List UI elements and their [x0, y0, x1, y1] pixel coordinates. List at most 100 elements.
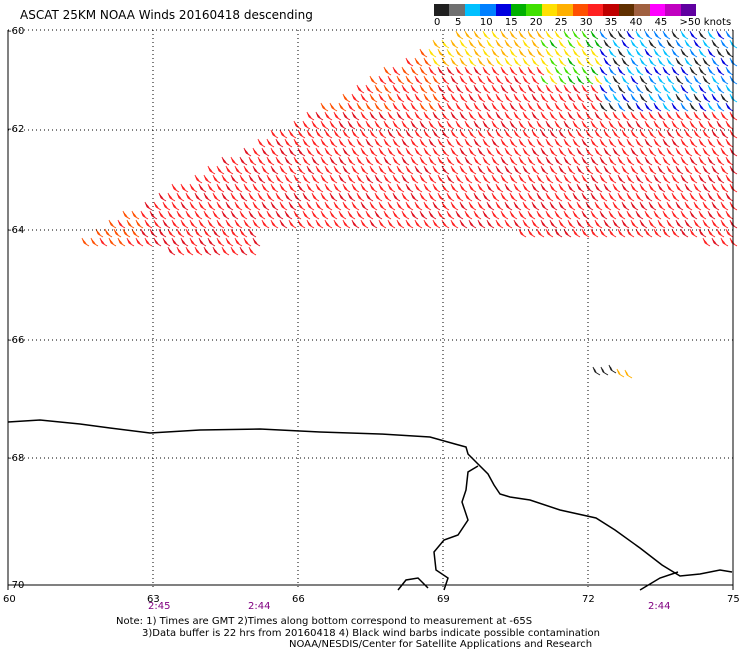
- wind-barb: [617, 138, 626, 148]
- wind-barb: [684, 129, 693, 139]
- wind-barb: [266, 192, 275, 202]
- wind-barb: [522, 147, 531, 157]
- wind-barb: [581, 228, 590, 238]
- wind-barb: [401, 192, 410, 202]
- wind-barb: [239, 174, 248, 184]
- wind-barb: [432, 57, 441, 67]
- wind-barb: [639, 147, 648, 157]
- wind-barb: [477, 147, 486, 157]
- wind-barb: [180, 219, 189, 229]
- wind-barb: [603, 201, 612, 211]
- wind-barb: [158, 210, 167, 220]
- wind-barb: [194, 228, 203, 238]
- wind-barb: [513, 219, 522, 229]
- wind-barb: [567, 183, 576, 193]
- wind-barb: [279, 147, 288, 157]
- wind-barb: [612, 165, 621, 175]
- wind-barb: [468, 147, 477, 157]
- wind-barb: [617, 156, 626, 166]
- wind-barb: [270, 147, 279, 157]
- wind-barb: [374, 138, 383, 148]
- wind-barb: [113, 228, 122, 238]
- legend-label: 25: [554, 17, 568, 28]
- wind-barb: [423, 57, 432, 67]
- wind-barb: [288, 165, 297, 175]
- wind-barb: [666, 111, 675, 121]
- wind-barb: [653, 66, 662, 76]
- wind-barb: [689, 228, 698, 238]
- wind-barb: [131, 228, 140, 238]
- wind-barb: [626, 30, 635, 40]
- wind-barb: [473, 210, 482, 220]
- wind-barb: [324, 147, 333, 157]
- wind-barb: [387, 147, 396, 157]
- wind-barb: [473, 156, 482, 166]
- wind-barb: [383, 174, 392, 184]
- wind-barb: [585, 147, 594, 157]
- wind-barb: [527, 84, 536, 94]
- wind-barb: [392, 102, 401, 112]
- wind-barb: [680, 120, 689, 130]
- wind-barb: [455, 84, 464, 94]
- wind-barb: [482, 48, 491, 58]
- wind-barb: [432, 147, 441, 157]
- wind-barb: [437, 156, 446, 166]
- wind-barb: [342, 111, 351, 121]
- wind-barb: [707, 30, 716, 40]
- wind-barb: [378, 201, 387, 211]
- wind-barb: [545, 210, 554, 220]
- wind-barb: [455, 210, 464, 220]
- wind-barb: [684, 93, 693, 103]
- wind-barb: [612, 39, 621, 49]
- wind-barb: [387, 165, 396, 175]
- legend-label: 20: [529, 17, 543, 28]
- wind-barb: [131, 210, 140, 220]
- legend-swatch: [680, 4, 696, 16]
- wind-barb: [293, 210, 302, 220]
- wind-barb: [414, 93, 423, 103]
- wind-barb: [450, 57, 459, 67]
- wind-barb: [410, 156, 419, 166]
- wind-barb: [635, 228, 644, 238]
- wind-barb: [396, 183, 405, 193]
- wind-barb: [671, 66, 680, 76]
- wind-barb: [243, 165, 252, 175]
- wind-barb: [495, 165, 504, 175]
- lat-label-66: -66: [8, 335, 25, 346]
- wind-barb: [630, 75, 639, 85]
- lat-label-68: -68: [8, 453, 25, 464]
- wind-barb: [581, 156, 590, 166]
- wind-barb: [594, 57, 603, 67]
- wind-barb: [423, 219, 432, 229]
- wind-barb: [585, 39, 594, 49]
- wind-barb: [464, 192, 473, 202]
- wind-barb: [459, 129, 468, 139]
- wind-barb: [369, 165, 378, 175]
- wind-barb: [324, 165, 333, 175]
- wind-barb: [392, 210, 401, 220]
- wind-barb: [333, 147, 342, 157]
- wind-barb: [410, 192, 419, 202]
- wind-barb: [149, 228, 158, 238]
- wind-barb: [491, 102, 500, 112]
- wind-barb: [599, 84, 608, 94]
- wind-barb: [626, 156, 635, 166]
- wind-barb: [594, 183, 603, 193]
- wind-barb: [545, 30, 554, 40]
- wind-barb: [540, 57, 549, 67]
- wind-barb: [396, 147, 405, 157]
- wind-barb: [585, 75, 594, 85]
- wind-barb: [675, 39, 684, 49]
- wind-barb: [365, 120, 374, 130]
- wind-barb: [603, 147, 612, 157]
- wind-barb: [338, 102, 347, 112]
- wind-barb: [592, 366, 601, 376]
- wind-barb: [122, 228, 131, 238]
- wind-barb: [482, 30, 491, 40]
- wind-barb: [716, 48, 725, 58]
- note-line-3: NOAA/NESDIS/Center for Satellite Applica…: [289, 639, 593, 650]
- wind-barb: [387, 75, 396, 85]
- wind-barb: [203, 246, 212, 256]
- wind-barb: [666, 219, 675, 229]
- wind-barb: [234, 237, 243, 247]
